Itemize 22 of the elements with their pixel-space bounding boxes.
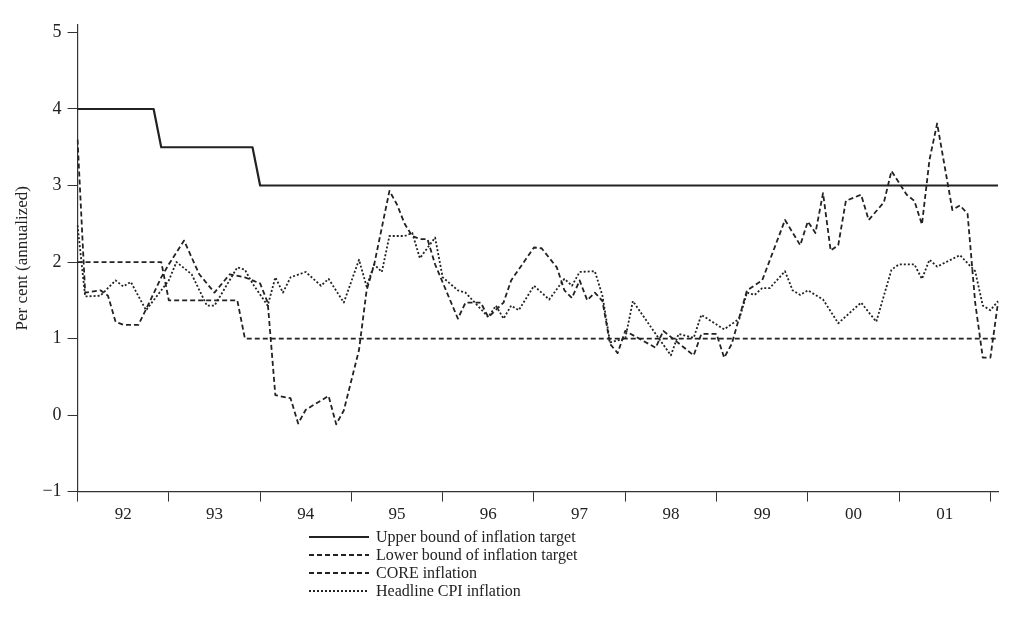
y-tick-label: −1 [42, 480, 62, 501]
x-tick-label: 93 [205, 504, 223, 524]
x-tick-label: 95 [388, 504, 406, 524]
x-tick-label: 92 [114, 504, 132, 524]
x-tick-label: 94 [297, 504, 315, 524]
x-tick-label: 01 [936, 504, 954, 524]
y-tick-label: 1 [52, 327, 62, 348]
y-tick-label: 2 [52, 250, 62, 271]
x-tick-label: 99 [753, 504, 771, 524]
legend-label: Headline CPI inflation [376, 582, 521, 600]
y-axis-title: Per cent (annualized) [11, 185, 31, 331]
y-tick-label: 3 [52, 174, 62, 195]
x-tick-label: 00 [844, 504, 862, 524]
legend-label: Lower bound of inflation target [376, 546, 578, 564]
x-tick-label: 98 [662, 504, 680, 524]
y-tick-label: 5 [52, 21, 62, 42]
y-tick-label: 4 [52, 97, 62, 118]
legend-label: CORE inflation [376, 564, 477, 582]
x-tick-label: 96 [479, 504, 497, 524]
y-tick-label: 0 [52, 403, 62, 424]
x-tick-label: 97 [571, 504, 589, 524]
legend-label: Upper bound of inflation target [376, 528, 576, 546]
